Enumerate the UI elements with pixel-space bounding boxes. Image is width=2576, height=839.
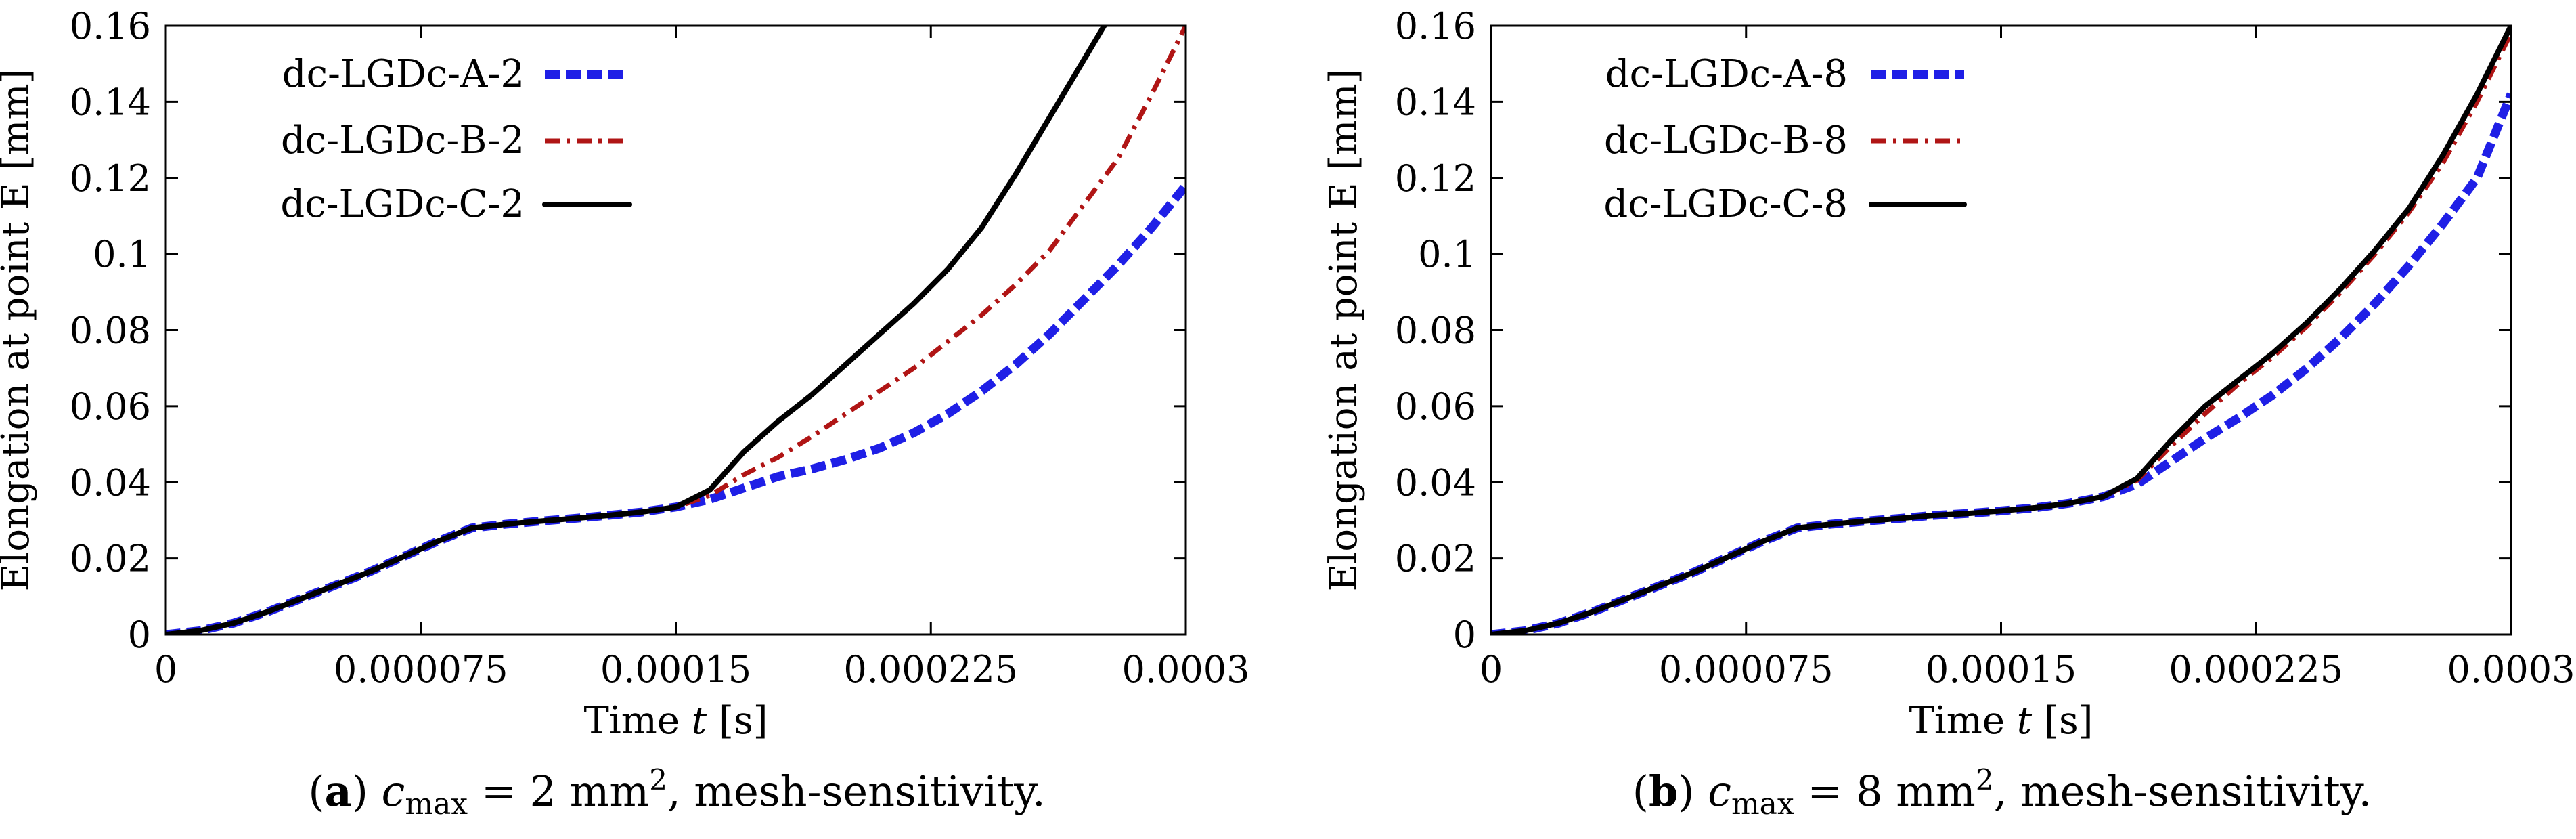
- y-tick-label: 0.14: [70, 81, 151, 123]
- plot-frame: [1490, 24, 2512, 636]
- legend-label: dc-LGDc-A-8: [1605, 52, 1848, 96]
- legend-label: dc-LGDc-A-2: [282, 52, 525, 96]
- y-tick-label: 0.12: [1395, 157, 1476, 200]
- figure-caption: (a) cmax = 2 mm2, mesh-sensitivity.: [308, 763, 1045, 821]
- series-line-dc-LGDc-C-2: [166, 26, 1107, 634]
- legend-label: dc-LGDc-B-2: [281, 119, 525, 163]
- series-line-dc-LGDc-A-2: [166, 182, 1186, 634]
- x-axis-label: Time t [s]: [583, 699, 768, 743]
- y-tick-label: 0.1: [93, 233, 151, 276]
- x-tick-label: 0.0003: [1122, 648, 1250, 691]
- legend-label: dc-LGDc-C-8: [1603, 182, 1848, 226]
- x-tick-label: 0.00015: [1926, 648, 2077, 691]
- legend-label: dc-LGDc-C-2: [280, 182, 525, 226]
- series-line-dc-LGDc-A-8: [1491, 92, 2511, 634]
- y-tick-label: 0.16: [70, 5, 151, 47]
- chart-panel-a: 0 0.02 0.04 0.06 0.08 0.1 0.12 0.14 0.16 0 0.00007…: [0, 5, 1249, 821]
- x-tick-label: 0.000225: [843, 648, 1018, 691]
- y-tick-label: 0.04: [1395, 461, 1476, 504]
- x-tick-label: 0: [154, 648, 177, 691]
- x-axis-label: Time t [s]: [1909, 699, 2093, 743]
- series-line-dc-LGDc-B-2: [166, 26, 1186, 634]
- y-tick-label: 0.06: [1395, 385, 1476, 428]
- y-tick-label: 0.06: [70, 385, 151, 428]
- y-tick-label: 0: [1453, 614, 1476, 656]
- plot-frame: [164, 24, 1187, 636]
- y-tick-label: 0.16: [1395, 5, 1476, 47]
- y-tick-label: 0.08: [70, 309, 151, 352]
- y-axis-label: Elongation at point E [mm]: [1322, 69, 1366, 592]
- x-tick-label: 0.000075: [334, 648, 508, 691]
- y-tick-label: 0.02: [1395, 538, 1476, 580]
- x-tick-label: 0.000225: [2169, 648, 2343, 691]
- legend-label: dc-LGDc-B-8: [1604, 119, 1848, 163]
- x-tick-label: 0.000075: [1659, 648, 1834, 691]
- y-tick-label: 0.14: [1395, 81, 1476, 123]
- x-tick-label: 0.00015: [600, 648, 751, 691]
- chart-panel-b: 0 0.02 0.04 0.06 0.08 0.1 0.12 0.14 0.16 0 0.00007…: [1322, 5, 2575, 821]
- y-tick-label: 0.1: [1418, 233, 1476, 276]
- y-tick-label: 0.04: [70, 461, 151, 504]
- y-tick-label: 0.12: [70, 157, 151, 200]
- y-axis-label: Elongation at point E [mm]: [0, 69, 38, 592]
- x-tick-label: 0.0003: [2447, 648, 2575, 691]
- series-line-dc-LGDc-C-8: [1491, 26, 2511, 634]
- y-tick-label: 0.08: [1395, 309, 1476, 352]
- y-tick-label: 0.02: [70, 538, 151, 580]
- y-tick-label: 0: [128, 614, 151, 656]
- x-tick-label: 0: [1480, 648, 1503, 691]
- figure-caption: (b) cmax = 8 mm2, mesh-sensitivity.: [1633, 763, 2372, 821]
